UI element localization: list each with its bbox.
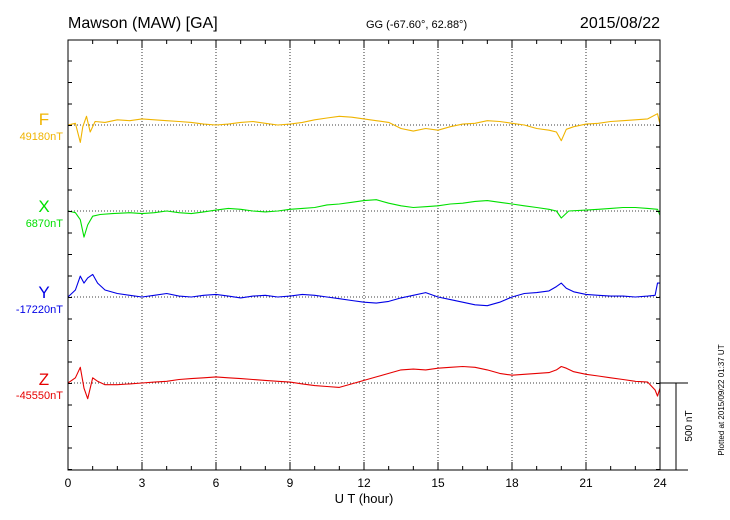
series-baseline-Z: -45550nT bbox=[16, 390, 63, 402]
plotted-timestamp: Plotted at 2015/09/22 01:37 UT bbox=[717, 344, 726, 455]
series-line-X bbox=[67, 199, 661, 238]
x-tick-label-0: 0 bbox=[65, 476, 72, 490]
x-tick-label-18: 18 bbox=[505, 476, 519, 490]
series-baseline-F: 49180nT bbox=[20, 131, 64, 143]
station-coordinates: GG (-67.60°, 62.88°) bbox=[366, 19, 467, 31]
x-tick-label-9: 9 bbox=[287, 476, 294, 490]
scale-bar-label: 500 nT bbox=[684, 410, 695, 441]
plot-frame bbox=[67, 39, 661, 471]
x-tick-label-21: 21 bbox=[579, 476, 593, 490]
series-name-F: F bbox=[39, 110, 49, 129]
series-line-Z bbox=[67, 365, 661, 400]
series-name-Z: Z bbox=[39, 370, 49, 389]
series-line-Y bbox=[67, 273, 660, 307]
grid-lines bbox=[68, 40, 660, 470]
scale-bar: 500 nT bbox=[660, 382, 695, 471]
station-title: Mawson (MAW) [GA] bbox=[68, 15, 218, 32]
x-tick-label-12: 12 bbox=[357, 476, 371, 490]
x-tick-label-15: 15 bbox=[431, 476, 445, 490]
x-tick-label-6: 6 bbox=[213, 476, 220, 490]
series-layer bbox=[67, 113, 661, 400]
series-name-Y: Y bbox=[38, 283, 49, 302]
x-tick-label-3: 3 bbox=[139, 476, 146, 490]
series-labels: F 49180nT X 6870nT Y -17220nT Z-45550nT bbox=[16, 110, 63, 402]
x-tick-label-24: 24 bbox=[653, 476, 667, 490]
x-axis-label: U T (hour) bbox=[335, 491, 394, 506]
x-axis-ticks: 0 3 6 9 12 15 18 21 24 bbox=[65, 40, 667, 490]
series-name-X: X bbox=[38, 197, 49, 216]
series-baseline-Y: -17220nT bbox=[16, 304, 63, 316]
chart-date: 2015/08/22 bbox=[580, 15, 660, 32]
series-line-F bbox=[67, 113, 661, 143]
series-baseline-X: 6870nT bbox=[26, 218, 64, 230]
